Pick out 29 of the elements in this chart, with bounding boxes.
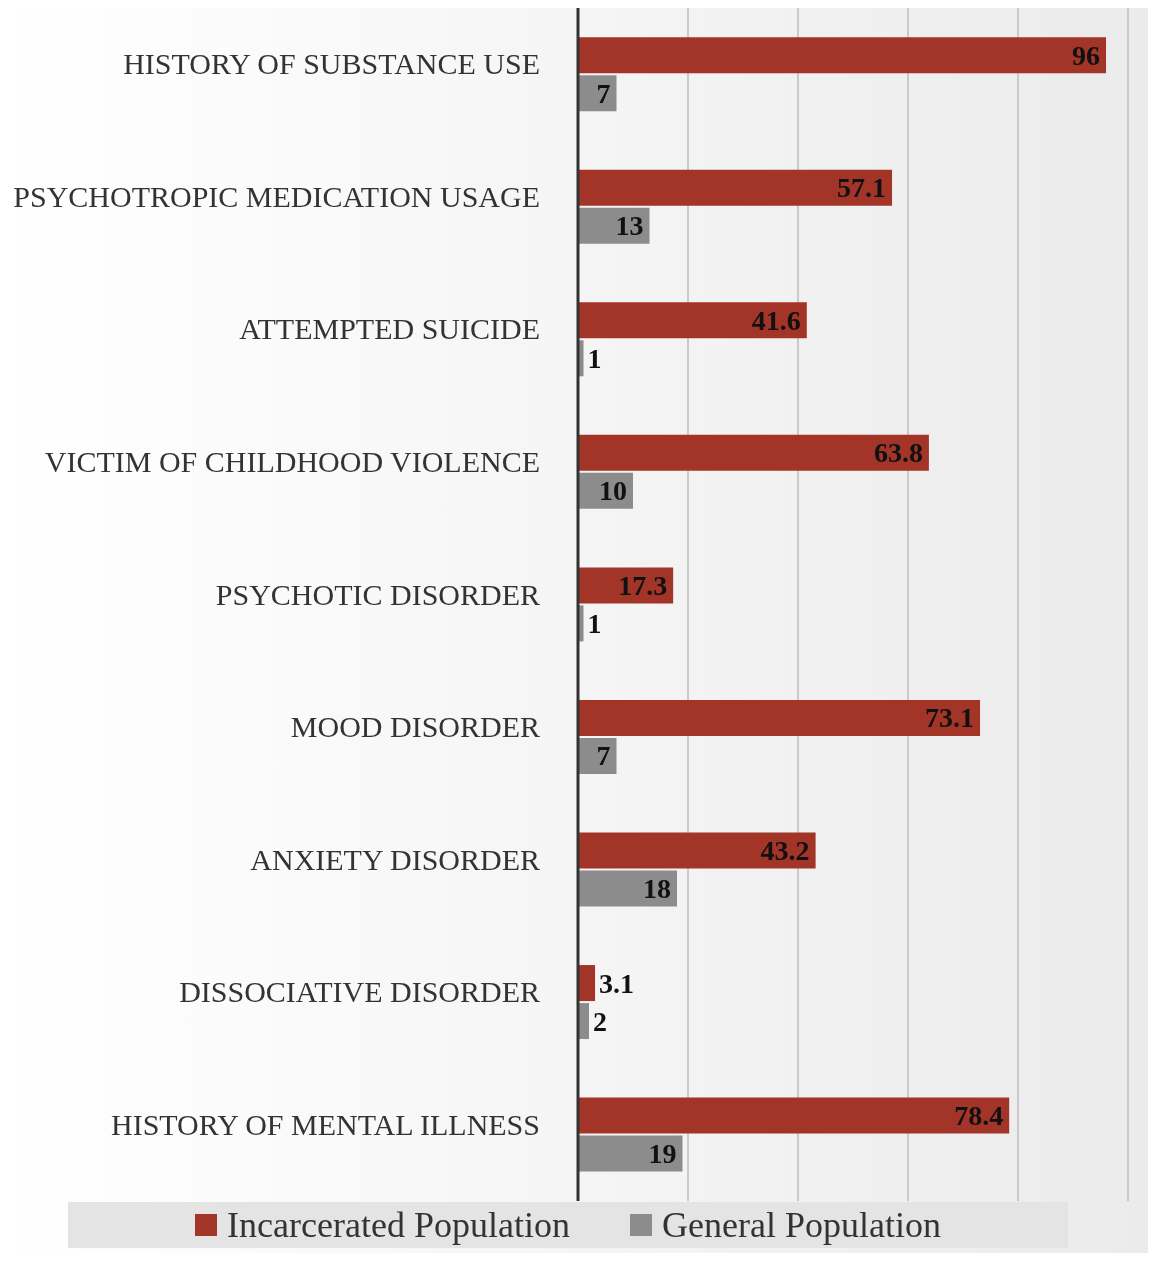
y-tick-label: MOOD DISORDER bbox=[290, 710, 540, 744]
y-tick-label: ANXIETY DISORDER bbox=[250, 842, 540, 876]
data-label: 19 bbox=[648, 1138, 677, 1170]
data-label: 13 bbox=[615, 210, 644, 242]
data-label: 10 bbox=[599, 475, 627, 507]
legend-label: General Population bbox=[660, 1204, 941, 1246]
data-label: 73.1 bbox=[925, 702, 975, 734]
data-label: 96 bbox=[1072, 39, 1100, 71]
y-tick-label: HISTORY OF SUBSTANCE USE bbox=[123, 47, 540, 81]
data-label: 7 bbox=[596, 740, 611, 772]
data-label: 2 bbox=[593, 1005, 607, 1037]
data-label: 41.6 bbox=[751, 304, 801, 336]
data-label: 57.1 bbox=[837, 172, 887, 204]
y-tick-label: DISSOCIATIVE DISORDER bbox=[179, 975, 540, 1009]
y-tick-label: PSYCHOTIC DISORDER bbox=[215, 577, 540, 611]
data-label: 18 bbox=[643, 873, 671, 904]
data-label: 17.3 bbox=[618, 569, 668, 601]
data-label: 43.2 bbox=[760, 835, 810, 866]
data-label: 78.4 bbox=[954, 1100, 1004, 1132]
y-tick-label: VICTIM OF CHILDHOOD VIOLENCE bbox=[44, 444, 540, 478]
data-label: 63.8 bbox=[873, 437, 923, 469]
y-tick-label: PSYCHOTROPIC MEDICATION USAGE bbox=[13, 179, 540, 213]
data-label: 1 bbox=[587, 607, 602, 639]
data-label: 7 bbox=[596, 77, 611, 109]
data-label: 1 bbox=[587, 342, 602, 374]
y-tick-label: HISTORY OF MENTAL ILLNESS bbox=[110, 1107, 540, 1141]
legend-label: Incarcerated Population bbox=[226, 1204, 570, 1246]
data-label: 3.1 bbox=[599, 967, 635, 999]
y-tick-label: ATTEMPTED SUICIDE bbox=[239, 312, 540, 346]
